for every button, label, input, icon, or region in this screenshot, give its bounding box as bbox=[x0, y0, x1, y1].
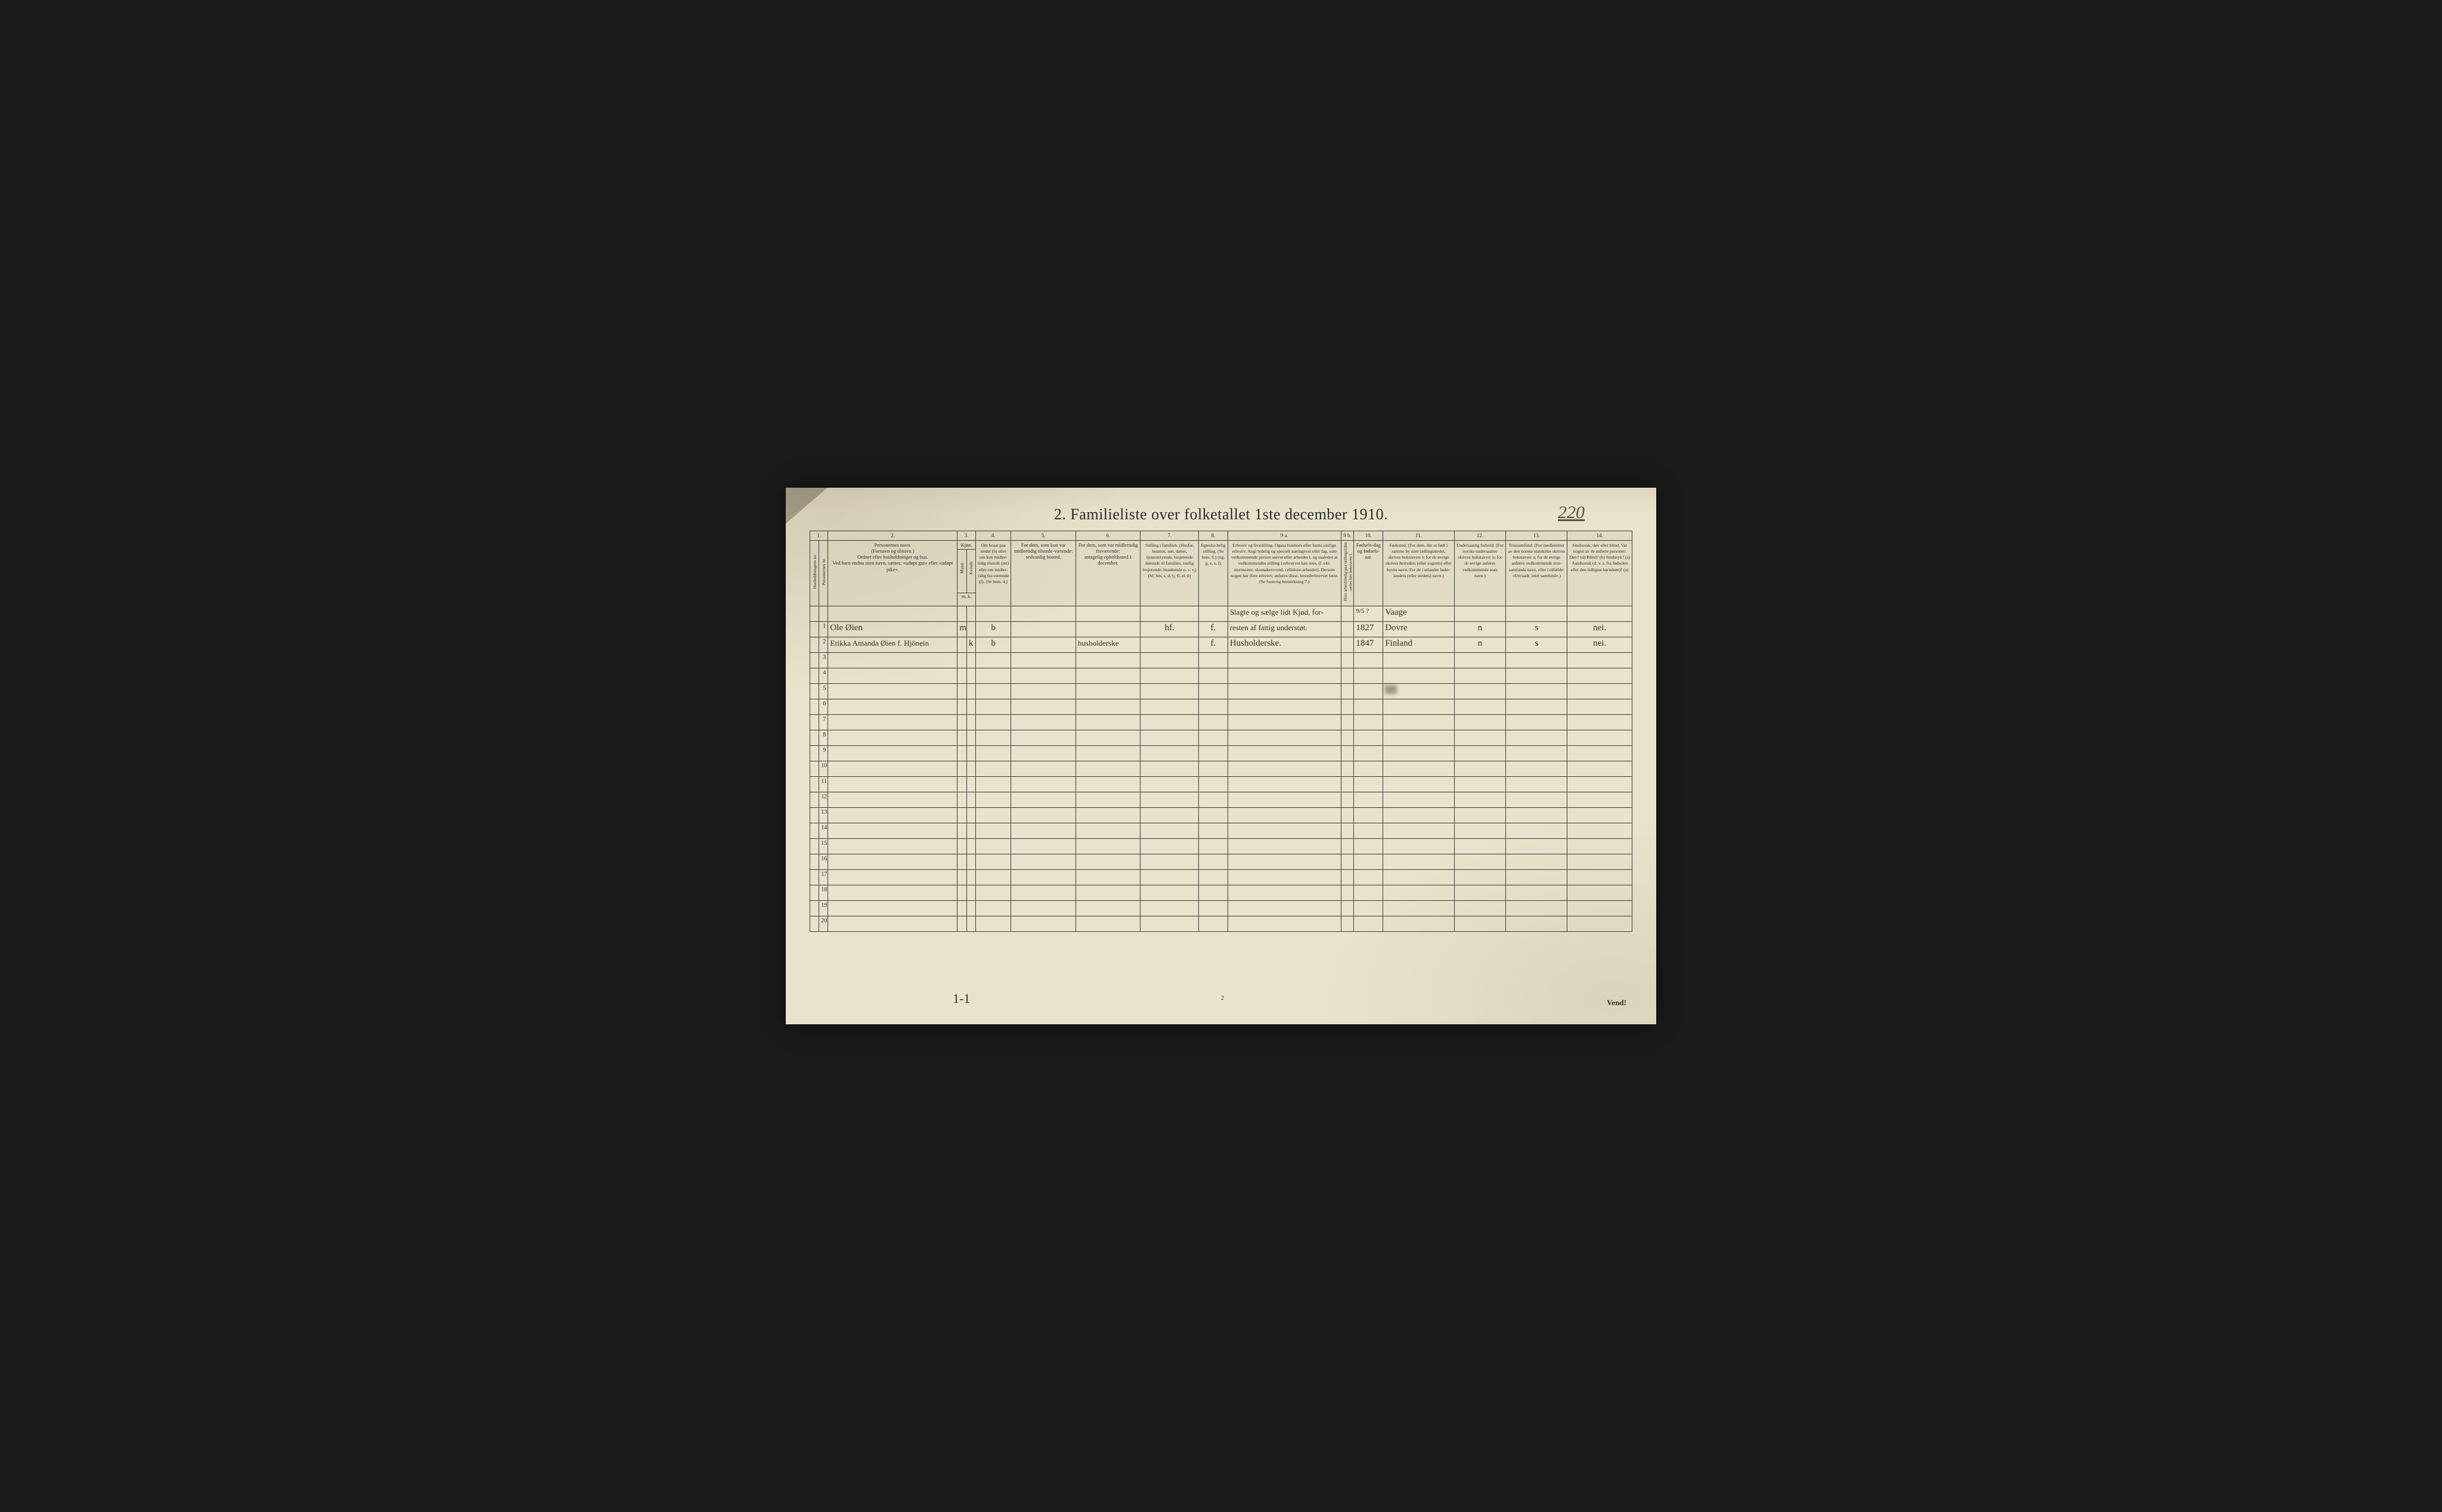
column-header-row: Husholdningens nr. Personernes nr. Perso… bbox=[810, 540, 1632, 606]
title-row: 2. Familieliste over folketallet 1ste de… bbox=[810, 506, 1632, 523]
table-row: 3 bbox=[810, 652, 1632, 668]
colnum-5: 5. bbox=[1011, 531, 1076, 541]
cell-c12-2: n bbox=[1454, 637, 1506, 652]
colnum-8: 8. bbox=[1199, 531, 1228, 541]
table-row: 8 bbox=[810, 730, 1632, 745]
cell-sexm-2 bbox=[957, 637, 966, 652]
header-c5: For dem, som kun var midlertidig tilsted… bbox=[1011, 540, 1076, 606]
cell-c14-1: nei. bbox=[1567, 621, 1632, 637]
colnum-7: 7. bbox=[1141, 531, 1199, 541]
header-sex: Kjøn. Mand. Kvinde. m. k. bbox=[957, 540, 975, 606]
header-c12: Undersaatlig forhold. (For norske unders… bbox=[1454, 540, 1506, 606]
colnum-1: 1. bbox=[810, 531, 828, 541]
cell-sexk-2: k bbox=[966, 637, 975, 652]
header-c9a: Erhverv og livsstilling. Ogsaa husmors e… bbox=[1228, 540, 1341, 606]
header-c10: Fødsels-dag og fødsels-aar. bbox=[1354, 540, 1383, 606]
column-number-row: 1. 2. 3. 4. 5. 6. 7. 8. 9 a. 9 b. 10. 11… bbox=[810, 531, 1632, 541]
header-c7: Stilling i familien. (Husfar, husmor, sø… bbox=[1141, 540, 1199, 606]
census-page: 2. Familieliste over folketallet 1ste de… bbox=[786, 488, 1656, 1024]
table-row: 9 bbox=[810, 745, 1632, 761]
cell-c7-2 bbox=[1141, 637, 1199, 652]
cell-c12-1: n bbox=[1454, 621, 1506, 637]
cell-c13-2: s bbox=[1506, 637, 1567, 652]
colnum-4: 4. bbox=[975, 531, 1011, 541]
cell-c6-2: husholderske bbox=[1076, 637, 1140, 652]
colnum-12: 12. bbox=[1454, 531, 1506, 541]
census-table: 1. 2. 3. 4. 5. 6. 7. 8. 9 a. 9 b. 10. 11… bbox=[810, 531, 1632, 932]
cell-c8-1: f. bbox=[1199, 621, 1228, 637]
table-row: 2 Erikka Amanda Øien f. Hjönein k b hush… bbox=[810, 637, 1632, 652]
table-row: 6 bbox=[810, 699, 1632, 714]
table-row: 19 bbox=[810, 900, 1632, 916]
colnum-11: 11. bbox=[1383, 531, 1454, 541]
table-row: 20 bbox=[810, 916, 1632, 931]
header-c6: For dem, som var midlertidig fraværende:… bbox=[1076, 540, 1140, 606]
cell-c9a-1: resten af fattig understøt. bbox=[1228, 621, 1341, 637]
footer-page-number: 2 bbox=[1221, 995, 1224, 1002]
table-row: 4 bbox=[810, 668, 1632, 683]
cell-c9b-1 bbox=[1341, 621, 1354, 637]
table-row: 14 bbox=[810, 823, 1632, 838]
header-household-nr: Husholdningens nr. bbox=[810, 540, 819, 606]
cell-r1-c9a-overflow: Slagte og sælge lidt Kjød, for- bbox=[1228, 606, 1341, 621]
table-row: 1 Ole Øien m b hf. f. resten af fattig u… bbox=[810, 621, 1632, 637]
table-row: 17 bbox=[810, 869, 1632, 885]
cell-c10-2: 1847 bbox=[1354, 637, 1383, 652]
header-c8: Egteska-belig stilling. (Se bem. 6.) (ug… bbox=[1199, 540, 1228, 606]
cell-c9a-2: Husholderske. bbox=[1228, 637, 1341, 652]
header-c14: Sindssvak, døv eller blind. Var nogen av… bbox=[1567, 540, 1632, 606]
ink-smudge bbox=[1385, 685, 1397, 694]
header-person-nr: Personernes nr. bbox=[819, 540, 828, 606]
cell-c14-2: nei. bbox=[1567, 637, 1632, 652]
table-row-overflow: Slagte og sælge lidt Kjød, for- 9/5 ? Va… bbox=[810, 606, 1632, 621]
colnum-10: 10. bbox=[1354, 531, 1383, 541]
cell-c8-2: f. bbox=[1199, 637, 1228, 652]
cell-name-1: Ole Øien bbox=[828, 621, 957, 637]
table-row: 5 bbox=[810, 683, 1632, 699]
cell-sexm-1: m bbox=[957, 621, 966, 637]
handwritten-page-number: 220 bbox=[1558, 503, 1585, 523]
cell-sexk-1 bbox=[966, 621, 975, 637]
cell-r1-c11-overflow: Vaage bbox=[1383, 606, 1454, 621]
table-row: 18 bbox=[810, 885, 1632, 900]
cell-c10-1: 1827 bbox=[1354, 621, 1383, 637]
rownum-2: 2 bbox=[819, 637, 828, 652]
cell-r1-c10-overflow: 9/5 ? bbox=[1354, 606, 1383, 621]
cell-bosat-1: b bbox=[975, 621, 1011, 637]
header-name: Personernes navn. (Fornavn og tilnavn.) … bbox=[828, 540, 957, 606]
table-row: 15 bbox=[810, 838, 1632, 854]
header-c9b: Hvis arbeidsledig paa tællingstiden sætt… bbox=[1341, 540, 1354, 606]
colnum-14: 14. bbox=[1567, 531, 1632, 541]
document-title: 2. Familieliste over folketallet 1ste de… bbox=[1054, 506, 1388, 523]
cell-c13-1: s bbox=[1506, 621, 1567, 637]
cell-c11-2: Finland bbox=[1383, 637, 1454, 652]
table-row: 10 bbox=[810, 761, 1632, 776]
header-c13: Trossamfund. (For medlemmer av den norsk… bbox=[1506, 540, 1567, 606]
cell-c7-1: hf. bbox=[1141, 621, 1199, 637]
colnum-2: 2. bbox=[828, 531, 957, 541]
census-body: Slagte og sælge lidt Kjød, for- 9/5 ? Va… bbox=[810, 606, 1632, 931]
table-row: 12 bbox=[810, 792, 1632, 807]
table-row: 13 bbox=[810, 807, 1632, 823]
colnum-6: 6. bbox=[1076, 531, 1140, 541]
cell-bosat-2: b bbox=[975, 637, 1011, 652]
table-row: 16 bbox=[810, 854, 1632, 869]
header-c11: Fødested. (For dem, der er født i samme … bbox=[1383, 540, 1454, 606]
cell-name-2: Erikka Amanda Øien f. Hjönein bbox=[828, 637, 957, 652]
bottom-annotation: 1-1 bbox=[953, 991, 970, 1006]
colnum-9b: 9 b. bbox=[1341, 531, 1354, 541]
colnum-13: 13. bbox=[1506, 531, 1567, 541]
table-row: 7 bbox=[810, 714, 1632, 730]
colnum-9a: 9 a. bbox=[1228, 531, 1341, 541]
cell-c11-1: Dovre bbox=[1383, 621, 1454, 637]
vend-instruction: Vend! bbox=[1607, 998, 1626, 1008]
rownum-1: 1 bbox=[819, 621, 828, 637]
header-bosat: Om bosat paa stedet (b) eller om kun mid… bbox=[975, 540, 1011, 606]
colnum-3: 3. bbox=[957, 531, 975, 541]
table-row: 11 bbox=[810, 776, 1632, 792]
